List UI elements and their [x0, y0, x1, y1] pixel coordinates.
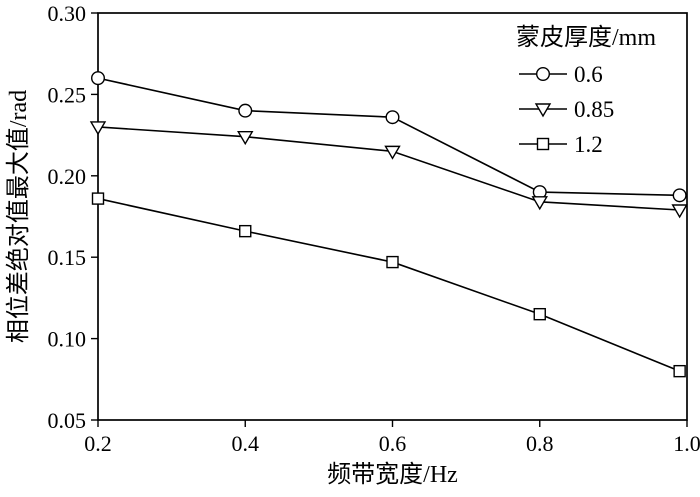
circle-marker	[672, 188, 687, 203]
triangle-down-marker	[534, 103, 552, 118]
triangle-down-marker	[384, 145, 401, 160]
x-tick-label: 0.4	[232, 431, 260, 456]
square-marker	[386, 255, 399, 269]
triangle-down-marker	[671, 204, 688, 219]
legend-label: 0.6	[574, 62, 603, 87]
series-0.6	[90, 71, 687, 203]
y-tick-label: 0.10	[48, 327, 87, 352]
square-marker	[673, 364, 686, 378]
legend-item-1.2: 1.2	[519, 132, 603, 157]
circle-marker	[90, 71, 105, 86]
legend-label: 1.2	[574, 132, 603, 157]
legend-item-0.85: 0.85	[519, 97, 614, 122]
square-marker	[536, 137, 550, 151]
circle-marker	[238, 103, 253, 118]
y-tick-label: 0.05	[48, 408, 87, 433]
y-tick-label: 0.25	[48, 82, 87, 107]
y-tick-label: 0.30	[48, 1, 87, 26]
circle-marker	[385, 110, 400, 125]
series-1.2	[91, 192, 686, 378]
x-tick-label: 0.6	[379, 431, 407, 456]
x-axis-label: 频带宽度/Hz	[327, 461, 458, 488]
y-tick-label: 0.20	[48, 164, 87, 189]
legend: 蒙皮厚度/mm 0.6 0.85 1.2	[516, 24, 656, 157]
legend-item-0.6: 0.6	[519, 62, 603, 87]
legend-title: 蒙皮厚度/mm	[516, 24, 656, 51]
x-tick-label: 1.0	[673, 431, 700, 456]
y-axis-label: 相位差绝对值最大值/rad	[5, 90, 32, 343]
square-marker	[91, 192, 105, 205]
triangle-down-marker	[531, 196, 548, 211]
y-tick-label: 0.15	[48, 245, 87, 270]
triangle-down-marker	[237, 131, 254, 146]
legend-label: 0.85	[574, 97, 614, 122]
x-tick-label: 0.2	[84, 431, 112, 456]
circle-marker	[536, 66, 551, 81]
triangle-down-marker	[89, 121, 107, 136]
x-tick-label: 0.8	[526, 431, 554, 456]
series-0.85	[89, 121, 688, 219]
square-marker	[239, 224, 252, 238]
square-marker	[533, 307, 546, 321]
